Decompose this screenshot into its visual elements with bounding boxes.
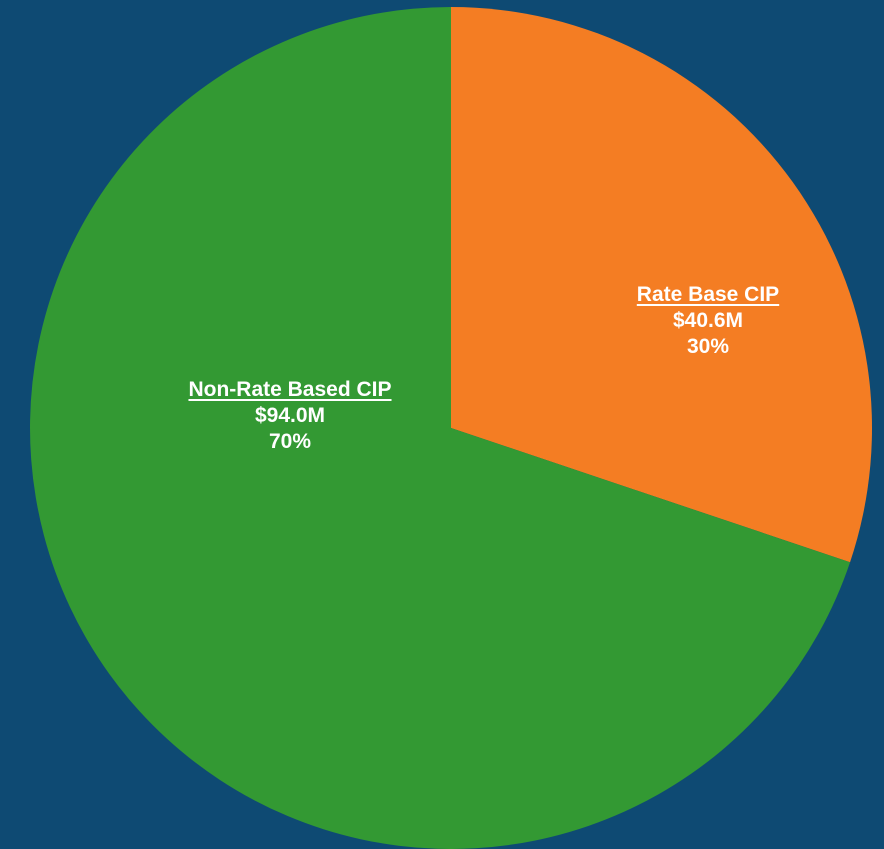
label-non-rate-based-cip: Non-Rate Based CIP $94.0M 70% [188, 377, 391, 455]
label-rate-base-cip: Rate Base CIP $40.6M 30% [637, 282, 779, 360]
slice-name-rate-base-cip: Rate Base CIP [636, 283, 780, 306]
slice-percent-non-rate-based-cip: 70% [268, 430, 312, 453]
slice-percent-rate-base-cip: 30% [686, 335, 730, 358]
pie-slice-rate-base-cip [451, 7, 873, 563]
slice-value-non-rate-based-cip: $94.0M [254, 404, 326, 427]
slice-name-non-rate-based-cip: Non-Rate Based CIP [188, 378, 392, 401]
pie-slice-non-rate-based-cip [30, 7, 851, 849]
slice-value-rate-base-cip: $40.6M [672, 309, 744, 332]
